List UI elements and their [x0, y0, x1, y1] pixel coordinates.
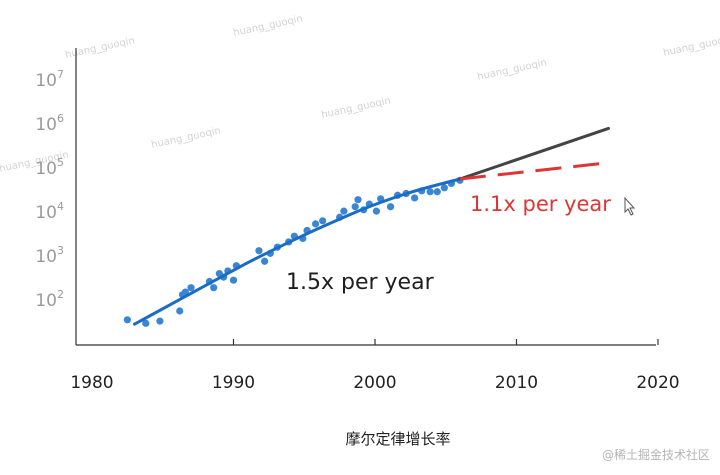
axes	[75, 48, 659, 346]
annotation-1-1x: 1.1x per year	[470, 192, 611, 216]
y-tick-label: 105	[35, 156, 64, 179]
watermark-text: huang_guoqin	[232, 13, 304, 38]
watermark-text: huang_guoqin	[150, 125, 222, 150]
site-credit: @稀土掘金技术社区	[602, 447, 710, 462]
chart-caption: 摩尔定律增长率	[345, 430, 450, 448]
data-point	[311, 220, 320, 228]
data-point	[433, 188, 441, 196]
data-point	[372, 207, 381, 215]
data-point	[123, 316, 131, 324]
data-point	[142, 319, 150, 327]
tick-labels: 1980 1990 2000 2010 2020 102 103 104 105 106 107	[35, 68, 679, 393]
data-point	[210, 284, 218, 292]
x-tick-label: 2010	[495, 373, 538, 393]
x-tick-label: 1980	[70, 373, 113, 393]
data-point	[229, 276, 238, 284]
watermark-text: huang_guoqin	[64, 35, 136, 60]
x-tick-label: 1990	[212, 373, 255, 393]
data-point	[319, 217, 327, 225]
data-point	[187, 284, 195, 292]
data-points	[123, 176, 464, 327]
data-point	[426, 188, 434, 196]
data-point	[354, 196, 362, 204]
watermark-text: huang_guoqin	[476, 57, 548, 82]
y-tick-label: 104	[35, 200, 64, 223]
watermark-text: huang_guoqin	[662, 33, 720, 58]
data-point	[255, 247, 263, 255]
y-tick-label: 103	[35, 244, 64, 267]
x-tick-label: 2000	[353, 373, 396, 393]
data-point	[340, 207, 348, 215]
mouse-cursor-icon	[624, 196, 636, 216]
data-point	[351, 203, 359, 211]
data-point	[411, 194, 419, 202]
annotation-1-5x: 1.5x per year	[286, 270, 435, 295]
data-point	[440, 184, 448, 192]
trend-line-1-5x	[458, 126, 610, 181]
y-tick-label: 106	[35, 112, 64, 135]
data-point	[261, 257, 269, 265]
data-point	[156, 317, 164, 325]
watermark-layer: huang_guoqinhuang_guoqinhuang_guoqinhuan…	[0, 13, 720, 174]
y-tick-label: 107	[35, 68, 64, 91]
data-point	[176, 307, 184, 315]
data-point	[386, 203, 395, 211]
y-tick-label: 102	[35, 288, 64, 311]
x-tick-label: 2020	[636, 373, 679, 393]
watermark-text: huang_guoqin	[320, 95, 392, 120]
fit-curve	[132, 177, 462, 326]
trend-line-1-1x	[459, 161, 609, 181]
